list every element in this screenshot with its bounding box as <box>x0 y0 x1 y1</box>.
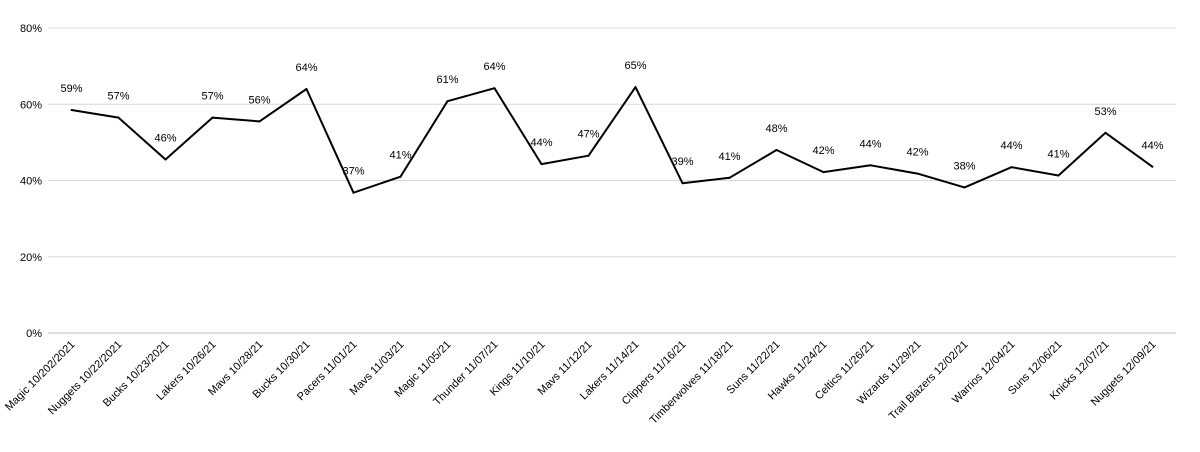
data-label: 44% <box>530 137 552 149</box>
data-label: 41% <box>1047 149 1069 161</box>
data-point <box>634 86 637 89</box>
data-point <box>352 191 355 194</box>
data-point <box>117 116 120 119</box>
y-tick-label: 60% <box>20 99 42 111</box>
data-point <box>963 186 966 189</box>
y-tick-label: 80% <box>20 23 42 35</box>
data-label: 44% <box>859 138 881 150</box>
data-point <box>164 158 167 161</box>
data-label: 48% <box>765 123 787 135</box>
data-label: 46% <box>154 133 176 145</box>
x-tick-label: Trail Blazers 12/02/21 <box>887 339 971 423</box>
data-label: 57% <box>107 91 129 103</box>
data-point <box>1057 174 1060 177</box>
data-point <box>1151 165 1154 168</box>
data-label: 53% <box>1094 106 1116 118</box>
gridlines <box>48 27 1176 334</box>
data-point <box>869 164 872 167</box>
data-label: 38% <box>953 160 975 172</box>
data-point <box>446 100 449 103</box>
data-point <box>916 172 919 175</box>
data-label: 41% <box>718 151 740 163</box>
data-label: 65% <box>624 60 646 72</box>
data-point <box>587 154 590 157</box>
data-label: 59% <box>60 83 82 95</box>
data-label: 37% <box>342 166 364 178</box>
data-point <box>493 87 496 90</box>
data-label: 42% <box>812 145 834 157</box>
data-label: 42% <box>906 147 928 159</box>
y-axis-tick-labels: 0% 20% 40% 60% 80% <box>20 23 42 340</box>
data-point <box>211 116 214 119</box>
data-label: 44% <box>1000 140 1022 152</box>
data-point <box>1010 166 1013 169</box>
data-label: 44% <box>1141 140 1163 152</box>
data-point <box>70 108 73 111</box>
data-point <box>399 175 402 178</box>
data-label: 41% <box>389 150 411 162</box>
series-line <box>71 86 1154 194</box>
data-point <box>775 149 778 151</box>
data-label: 64% <box>295 62 317 74</box>
series-line-group <box>70 86 1154 194</box>
data-point <box>681 182 684 185</box>
data-point <box>822 171 825 174</box>
data-point <box>1104 131 1107 134</box>
data-point <box>728 176 731 179</box>
x-tick-label: Timberwolves 11/18/21 <box>648 339 736 427</box>
data-label: 47% <box>577 129 599 141</box>
data-label: 39% <box>671 156 693 168</box>
data-label: 64% <box>483 61 505 73</box>
data-labels: 59% 57% 46% 57% 56% 64% 37% 41% 61% 64% 44% 47% 65% 3… <box>60 60 1163 178</box>
data-label: 57% <box>201 91 223 103</box>
data-point <box>540 163 543 166</box>
y-tick-label: 0% <box>26 328 42 340</box>
data-point <box>258 120 261 123</box>
data-label: 56% <box>248 94 270 106</box>
data-label: 61% <box>436 74 458 86</box>
y-tick-label: 20% <box>20 252 42 264</box>
y-tick-label: 40% <box>20 176 42 188</box>
data-point <box>305 88 308 90</box>
